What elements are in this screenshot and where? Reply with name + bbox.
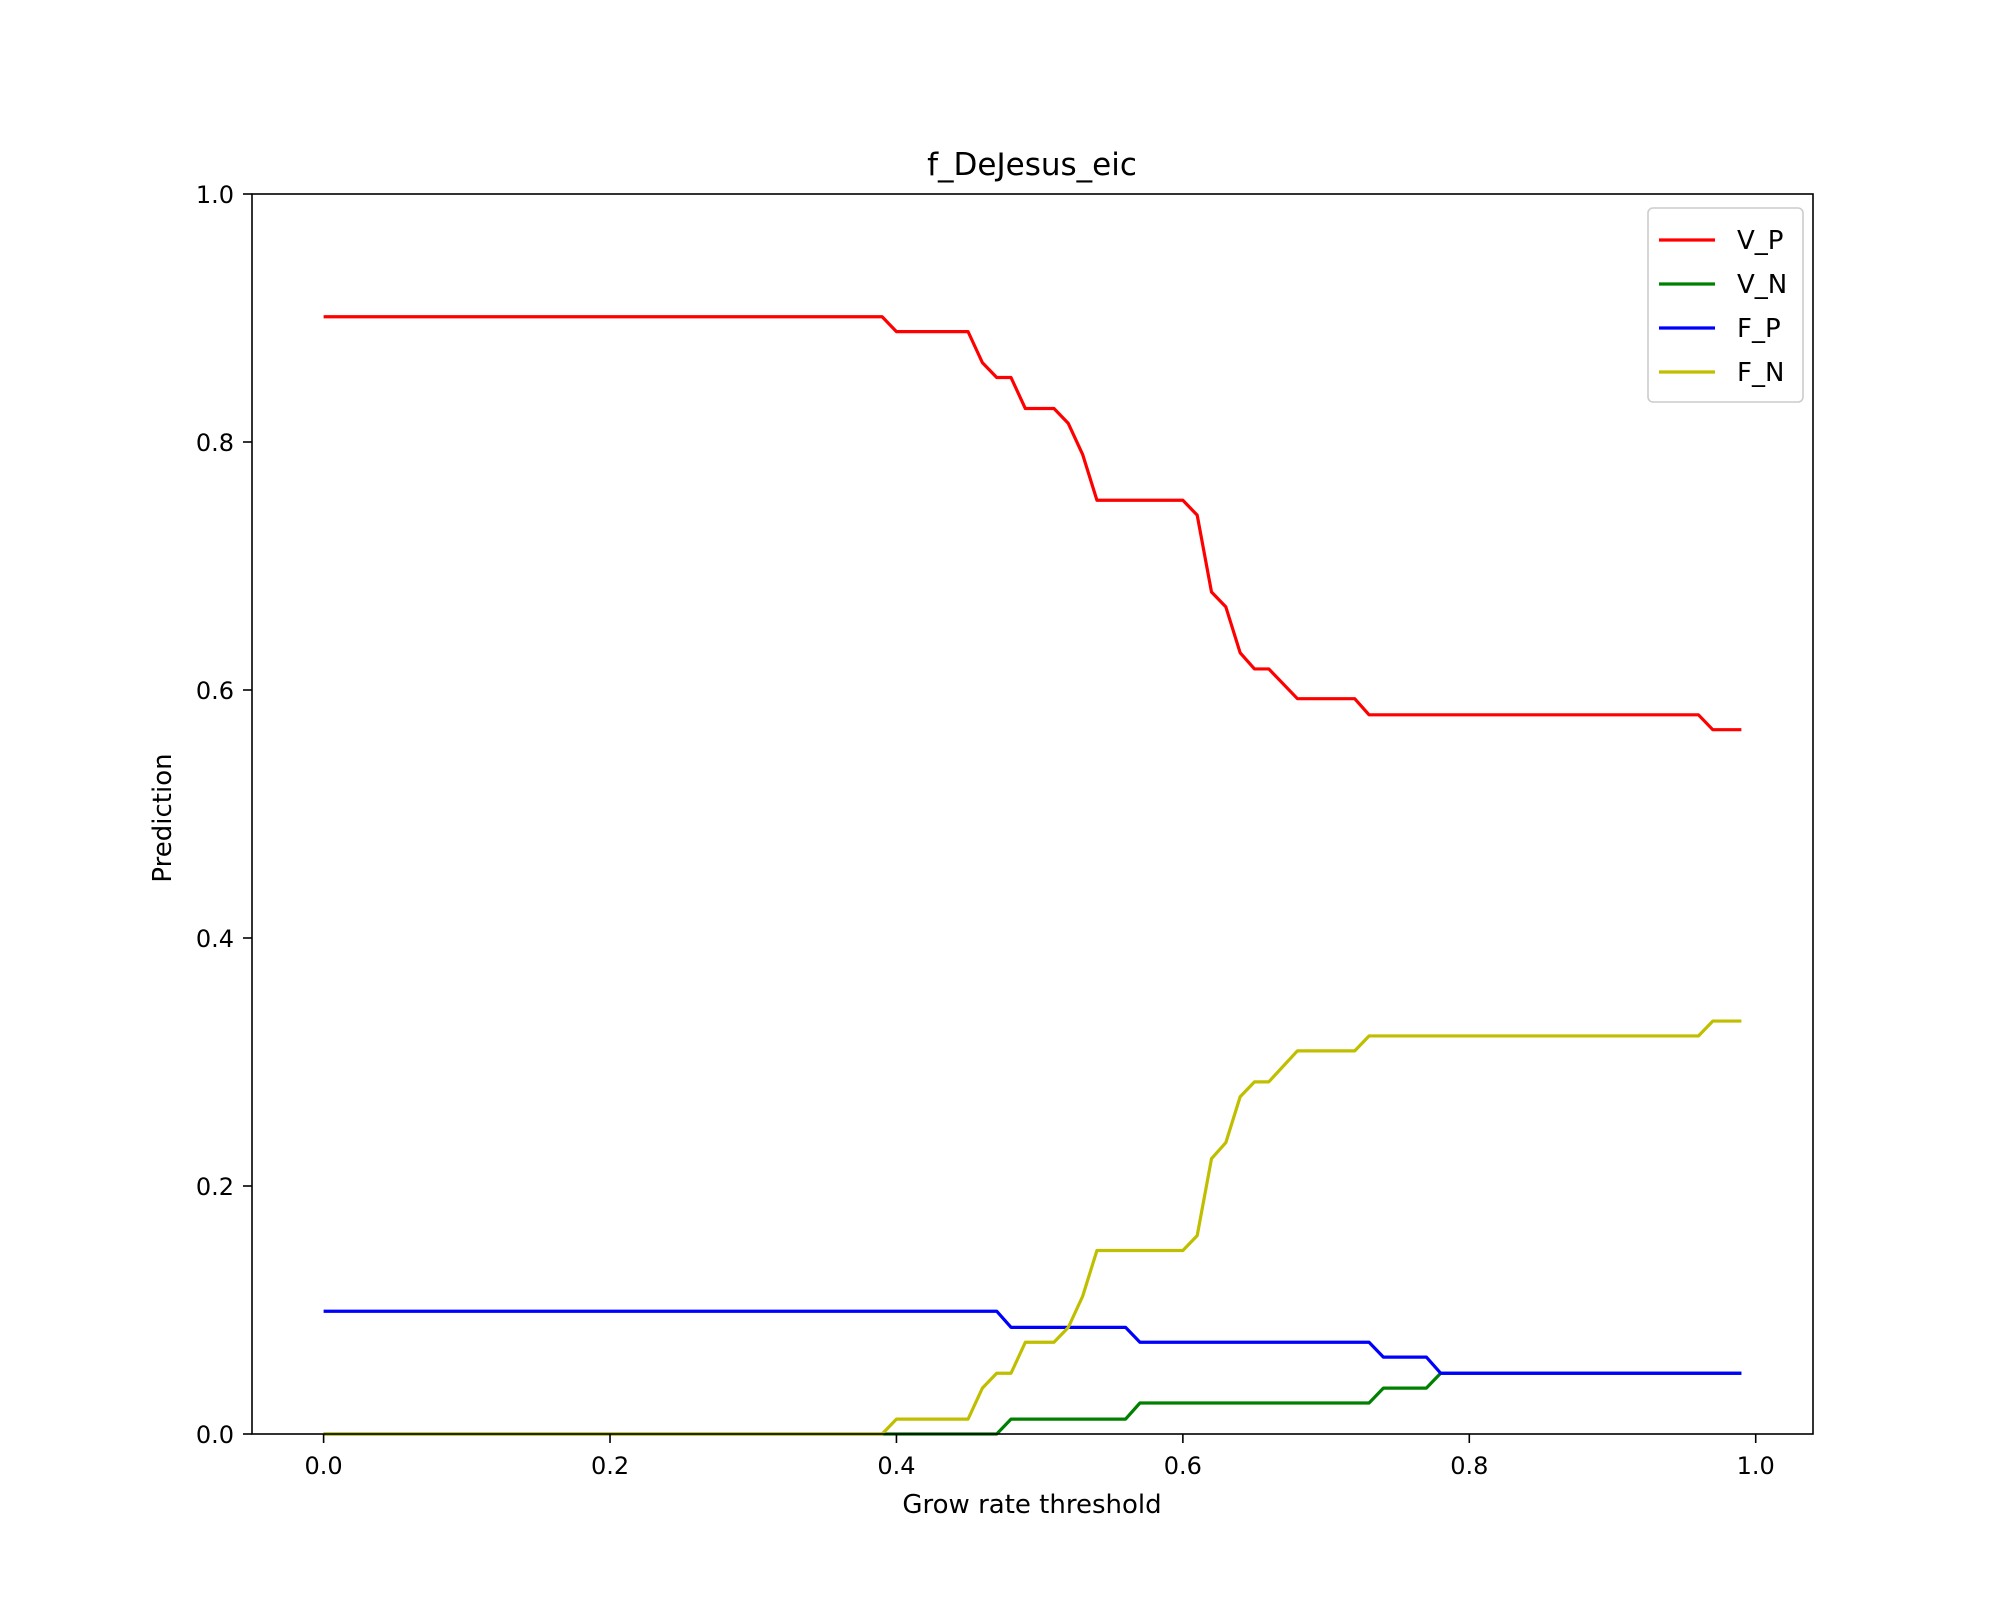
legend-label-v-n: V_N [1737, 270, 1787, 300]
legend-label-f-p: F_P [1737, 314, 1781, 344]
x-tick-label: 0.6 [1164, 1452, 1202, 1480]
y-tick-label: 0.6 [196, 677, 234, 705]
plot-area [251, 193, 1814, 1436]
axes-frame [251, 193, 1814, 1435]
series-line-v-p [323, 315, 1742, 732]
series-line-v-n [323, 1371, 1742, 1436]
chart-title: f_DeJesus_eic [927, 147, 1137, 183]
y-tick-label: 1.0 [196, 181, 234, 209]
y-tick-label: 0.8 [196, 429, 234, 457]
x-tick-label: 1.0 [1737, 1452, 1775, 1480]
x-axis: 0.0 0.2 0.4 0.6 0.8 1.0 [305, 1434, 1775, 1480]
legend-box [1647, 207, 1804, 403]
y-axis-label: Prediction [148, 753, 178, 882]
y-axis: 0.0 0.2 0.4 0.6 0.8 1.0 [196, 181, 252, 1449]
series-line-f-p [323, 1309, 1742, 1375]
legend: V_P V_N F_P F_N [1647, 207, 1804, 403]
legend-label-v-p: V_P [1737, 226, 1783, 256]
x-tick-label: 0.2 [591, 1452, 629, 1480]
y-tick-label: 0.0 [196, 1421, 234, 1449]
x-tick-label: 0.0 [305, 1452, 343, 1480]
y-tick-label: 0.2 [196, 1173, 234, 1201]
series-line-f-n [323, 1019, 1742, 1436]
y-tick-label: 0.4 [196, 925, 234, 953]
legend-label-f-n: F_N [1737, 358, 1784, 388]
x-tick-label: 0.8 [1450, 1452, 1488, 1480]
x-tick-label: 0.4 [877, 1452, 915, 1480]
x-axis-label: Grow rate threshold [902, 1490, 1161, 1520]
